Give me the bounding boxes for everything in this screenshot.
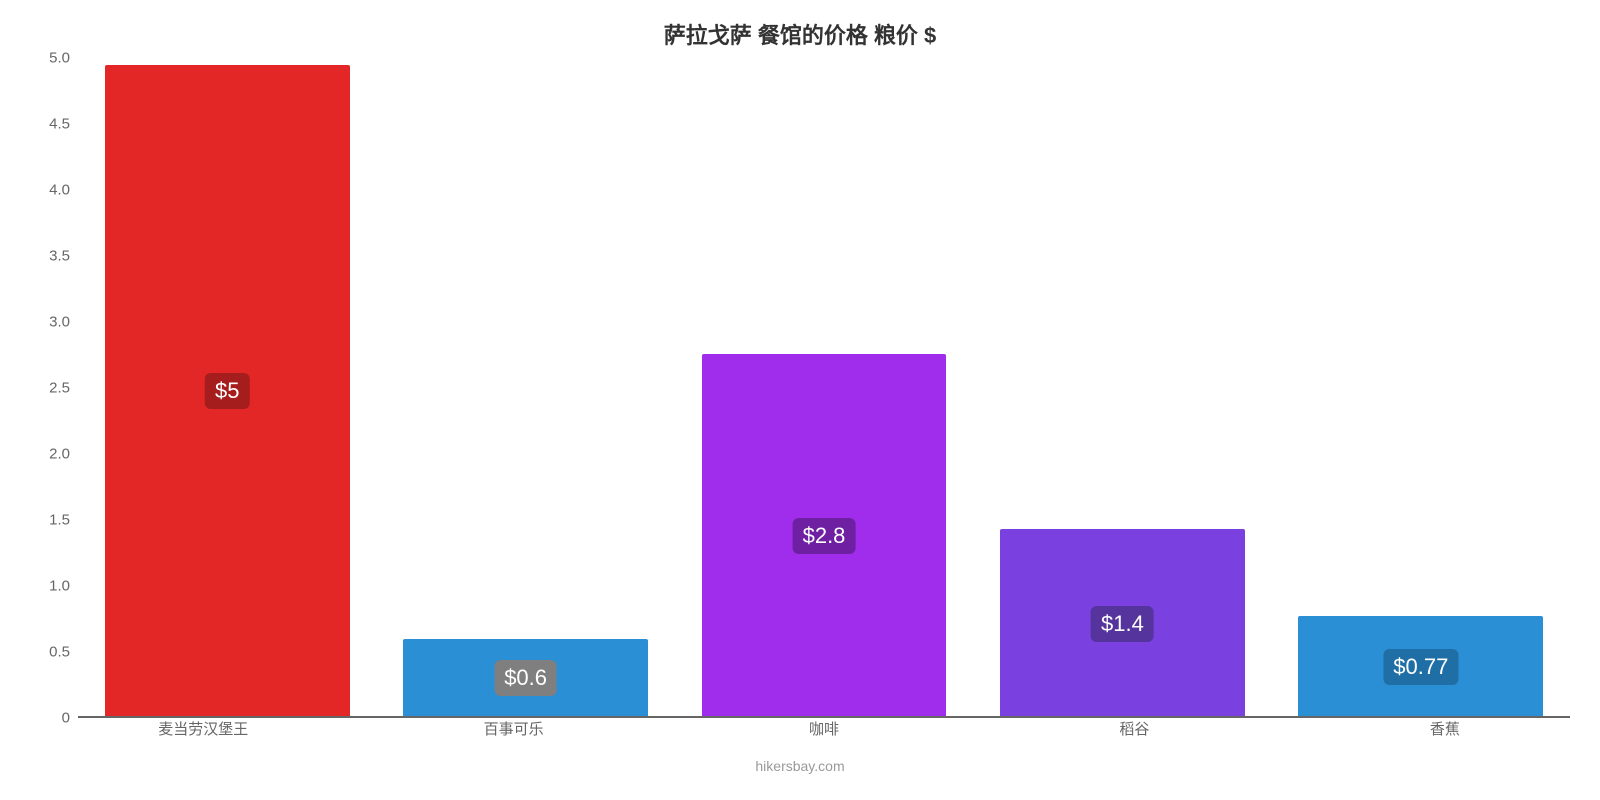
bar: $1.4 [1000,529,1245,718]
chart-title: 萨拉戈萨 餐馆的价格 粮价 $ [30,18,1570,50]
value-badge: $5 [205,373,249,409]
bars-container: $5 $0.6 $2.8 $1.4 $0.77 [78,58,1570,718]
x-tick-label: 百事可乐 [358,718,668,739]
x-tick-label: 香蕉 [1290,718,1600,739]
x-tick-label: 稻谷 [979,718,1289,739]
y-axis: 00.51.01.52.02.53.03.54.04.55.0 [30,58,78,718]
y-tick-label: 2.5 [49,380,70,397]
x-tick-label: 咖啡 [669,718,979,739]
y-tick-label: 1.5 [49,512,70,529]
y-tick-label: 0.5 [49,644,70,661]
plot-area: 00.51.01.52.02.53.03.54.04.55.0 $5$0.6$2… [30,58,1570,718]
bar-slot: $0.77 [1272,58,1570,718]
bar: $0.77 [1298,616,1543,718]
value-badge: $1.4 [1091,606,1154,642]
value-badge: $2.8 [793,518,856,554]
y-tick-label: 1.0 [49,578,70,595]
x-axis-labels: 麦当劳汉堡王百事可乐咖啡稻谷香蕉 [48,718,1600,739]
y-tick-label: 4.0 [49,182,70,199]
y-tick-label: 5.0 [49,50,70,67]
y-tick-label: 3.0 [49,314,70,331]
y-tick-label: 4.5 [49,116,70,133]
bar-slot: $0.6 [376,58,674,718]
bar-slot: $5 [78,58,376,718]
bar: $0.6 [403,639,648,718]
bar-slot: $1.4 [973,58,1271,718]
value-badge: $0.6 [494,660,557,696]
bar-slot: $2.8 [675,58,973,718]
value-badge: $0.77 [1383,649,1458,685]
y-tick-label: 3.5 [49,248,70,265]
x-tick-label: 麦当劳汉堡王 [48,718,358,739]
price-bar-chart: 萨拉戈萨 餐馆的价格 粮价 $ 00.51.01.52.02.53.03.54.… [0,0,1600,800]
bar: $2.8 [702,354,947,718]
attribution: hikersbay.com [0,758,1600,774]
grid-area: $5 $0.6 $2.8 $1.4 $0.77 [78,58,1570,718]
bar: $5 [105,65,350,718]
y-tick-label: 2.0 [49,446,70,463]
